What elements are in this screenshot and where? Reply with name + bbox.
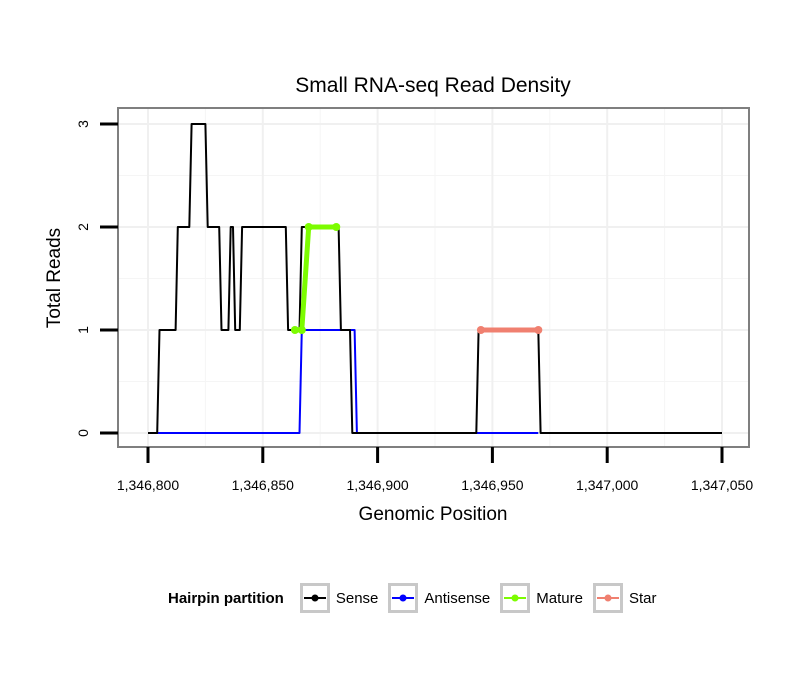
legend: Hairpin partition Sense Antisense Mature… [168,578,658,618]
series-point-mature [304,223,313,231]
x-tick-label: 1,346,900 [346,477,408,493]
legend-label-star: Star [628,589,657,607]
legend-item-mature: Mature [500,583,583,613]
x-tick-label: 1,346,950 [461,477,523,493]
series-point-star [534,326,543,334]
x-tick-label: 1,347,050 [691,477,753,493]
legend-item-antisense: Antisense [388,583,490,613]
legend-title: Hairpin partition [168,589,284,607]
y-axis-label: Total Reads [44,228,65,328]
x-tick-label: 1,346,850 [232,477,294,493]
series-layer [148,123,722,434]
plot-panel [117,107,750,448]
legend-label-mature: Mature [536,589,583,607]
legend-item-sense: Sense [299,583,379,613]
legend-label-antisense: Antisense [424,589,491,607]
series-point-mature [290,326,299,334]
x-axis: 1,346,800 1,346,850 1,346,900 1,346,950 1,34… [117,447,753,493]
y-tick-label: 3 [75,120,91,128]
legend-key-mature [500,583,531,613]
x-axis-label: Genomic Position [359,504,508,525]
x-tick-label: 1,346,800 [117,477,179,493]
legend-key-antisense [388,583,419,613]
series-point-mature [332,223,341,231]
legend-key-sense [299,583,330,613]
chart-title: Small RNA-seq Read Density [295,74,571,97]
series-point-star [476,326,485,334]
minor-gridlines [119,109,748,446]
y-axis: 0 1 2 3 [75,120,118,437]
series-line-antisense [157,329,539,434]
series-point-mature [297,326,306,334]
legend-key-star [592,583,623,613]
y-tick-label: 0 [75,429,91,437]
y-tick-label: 2 [75,223,91,231]
legend-label-sense: Sense [335,589,379,607]
series-line-sense [148,123,722,434]
x-tick-label: 1,347,000 [576,477,638,493]
legend-item-star: Star [592,583,657,613]
y-tick-label: 1 [75,326,91,334]
